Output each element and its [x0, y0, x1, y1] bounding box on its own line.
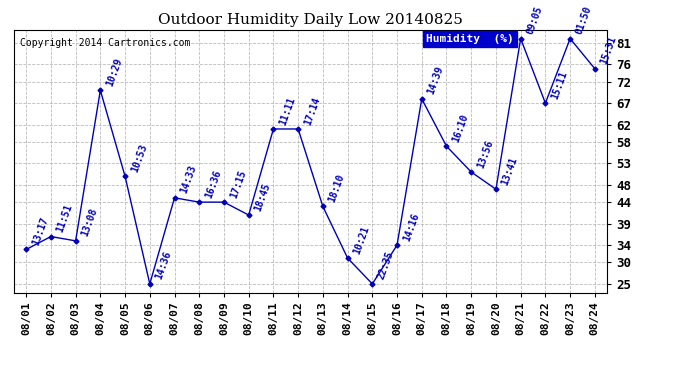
- Title: Outdoor Humidity Daily Low 20140825: Outdoor Humidity Daily Low 20140825: [158, 13, 463, 27]
- Text: 14:16: 14:16: [401, 211, 421, 242]
- Text: 13:41: 13:41: [500, 155, 520, 186]
- Text: 10:53: 10:53: [129, 142, 148, 174]
- Text: 13:56: 13:56: [475, 138, 495, 169]
- Text: 17:14: 17:14: [302, 95, 322, 126]
- Text: 13:08: 13:08: [80, 207, 99, 238]
- Text: 13:17: 13:17: [30, 216, 50, 247]
- Text: 10:21: 10:21: [352, 224, 371, 255]
- Text: 15:31: 15:31: [599, 35, 618, 66]
- Text: Humidity  (%): Humidity (%): [426, 34, 514, 44]
- Text: 16:36: 16:36: [204, 168, 223, 200]
- Text: 16:10: 16:10: [451, 112, 470, 143]
- Text: 10:29: 10:29: [104, 57, 124, 87]
- Text: 18:45: 18:45: [253, 181, 273, 212]
- Text: 09:05: 09:05: [525, 5, 544, 36]
- Text: 22:35: 22:35: [377, 250, 396, 281]
- Text: 01:50: 01:50: [574, 5, 593, 36]
- Text: 14:36: 14:36: [154, 250, 173, 281]
- Text: 14:33: 14:33: [179, 164, 198, 195]
- Text: Copyright 2014 Cartronics.com: Copyright 2014 Cartronics.com: [20, 38, 190, 48]
- Text: 15:11: 15:11: [549, 69, 569, 100]
- Text: 11:11: 11:11: [277, 95, 297, 126]
- Text: 18:10: 18:10: [327, 172, 346, 204]
- Text: 14:39: 14:39: [426, 65, 445, 96]
- Text: 17:15: 17:15: [228, 168, 248, 200]
- Text: 11:51: 11:51: [55, 203, 75, 234]
